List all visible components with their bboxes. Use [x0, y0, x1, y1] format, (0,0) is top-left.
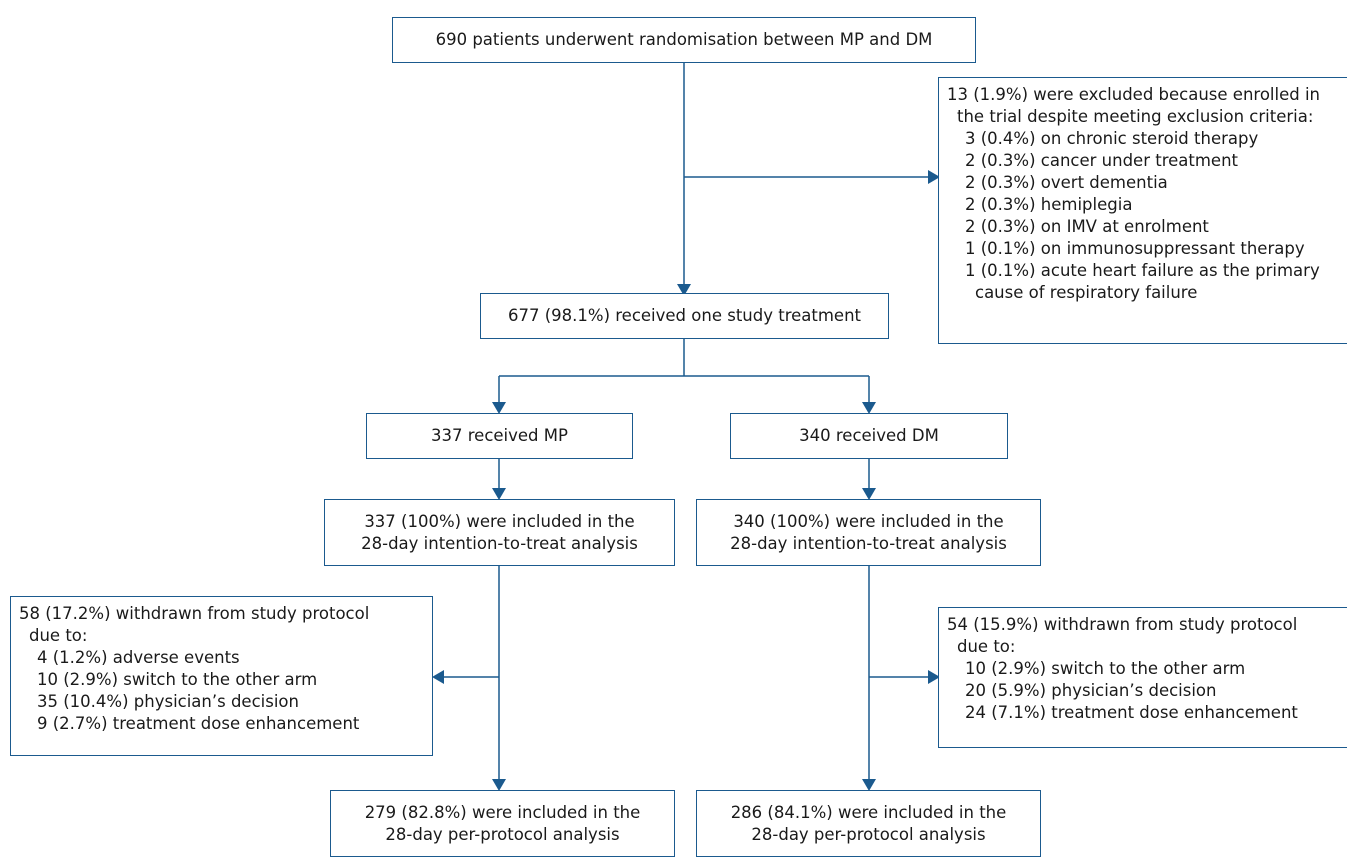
excluded-item: 2 (0.3%) hemiplegia [965, 195, 1133, 214]
itt-mp-line-2: 28-day intention-to-treat analysis [361, 533, 638, 553]
excluded-item: 3 (0.4%) on chronic steroid therapy [965, 129, 1259, 148]
arrow-to-withdrawn-dm [928, 670, 940, 684]
excluded-header-2: the trial despite meeting exclusion crit… [957, 107, 1314, 126]
received-one-text: 677 (98.1%) received one study treatment [507, 306, 862, 325]
received-mp-text: 337 received MP [431, 426, 568, 445]
withdrawn-dm-header-1: 54 (15.9%) withdrawn from study protocol [947, 615, 1298, 634]
itt-mp-line-1: 337 (100%) were included in the [364, 511, 635, 531]
pp-dm-box: 286 (84.1%) were included in the 28-day … [696, 790, 1041, 857]
withdrawn-dm-header-2: due to: [957, 637, 1016, 656]
received-one-box: 677 (98.1%) received one study treatment [480, 293, 889, 339]
arrow-to-pp-mp [492, 779, 506, 791]
randomised-box: 690 patients underwent randomisation bet… [392, 17, 976, 63]
itt-dm-box: 340 (100%) were included in the 28-day i… [696, 499, 1041, 566]
withdrawn-mp-item: 10 (2.9%) switch to the other arm [37, 670, 318, 689]
arrow-to-received-dm [862, 402, 876, 414]
excluded-box: 13 (1.9%) were excluded because enrolled… [938, 77, 1347, 344]
arrow-to-itt-dm [862, 488, 876, 500]
arrow-to-excluded [928, 170, 940, 184]
received-dm-text: 340 received DM [799, 426, 939, 445]
withdrawn-mp-box: 58 (17.2%) withdrawn from study protocol… [10, 596, 433, 756]
withdrawn-dm-item: 20 (5.9%) physician’s decision [965, 681, 1217, 700]
excluded-header-1: 13 (1.9%) were excluded because enrolled… [947, 85, 1320, 104]
randomised-text: 690 patients underwent randomisation bet… [435, 30, 933, 49]
arrow-to-pp-dm [862, 779, 876, 791]
withdrawn-dm-item: 10 (2.9%) switch to the other arm [965, 659, 1246, 678]
itt-dm-line-1: 340 (100%) were included in the [733, 511, 1004, 531]
itt-mp-box: 337 (100%) were included in the 28-day i… [324, 499, 675, 566]
withdrawn-dm-box: 54 (15.9%) withdrawn from study protocol… [938, 607, 1347, 748]
received-mp-box: 337 received MP [366, 413, 633, 459]
withdrawn-mp-item: 4 (1.2%) adverse events [37, 648, 240, 667]
pp-dm-line-2: 28-day per-protocol analysis [751, 824, 986, 844]
arrow-to-withdrawn-mp [432, 670, 444, 684]
withdrawn-mp-header-1: 58 (17.2%) withdrawn from study protocol [19, 604, 370, 623]
arrow-to-received-mp [492, 402, 506, 414]
excluded-item: 1 (0.1%) acute heart failure as the prim… [965, 261, 1320, 280]
pp-mp-line-2: 28-day per-protocol analysis [385, 824, 620, 844]
withdrawn-mp-header-2: due to: [29, 626, 88, 645]
withdrawn-mp-item: 35 (10.4%) physician’s decision [37, 692, 299, 711]
withdrawn-mp-item: 9 (2.7%) treatment dose enhancement [37, 714, 360, 733]
arrow-to-received-one [677, 284, 691, 296]
pp-mp-box: 279 (82.8%) were included in the 28-day … [330, 790, 675, 857]
arrow-to-itt-mp [492, 488, 506, 500]
received-dm-box: 340 received DM [730, 413, 1008, 459]
excluded-item: 1 (0.1%) on immunosuppressant therapy [965, 239, 1305, 258]
excluded-item: 2 (0.3%) on IMV at enrolment [965, 217, 1209, 236]
excluded-item: 2 (0.3%) overt dementia [965, 173, 1168, 192]
pp-mp-line-1: 279 (82.8%) were included in the [364, 802, 641, 822]
itt-dm-line-2: 28-day intention-to-treat analysis [730, 533, 1007, 553]
excluded-item: 2 (0.3%) cancer under treatment [965, 151, 1239, 170]
withdrawn-dm-item: 24 (7.1%) treatment dose enhancement [965, 703, 1298, 722]
pp-dm-line-1: 286 (84.1%) were included in the [730, 802, 1007, 822]
excluded-item-continued: cause of respiratory failure [975, 283, 1198, 302]
